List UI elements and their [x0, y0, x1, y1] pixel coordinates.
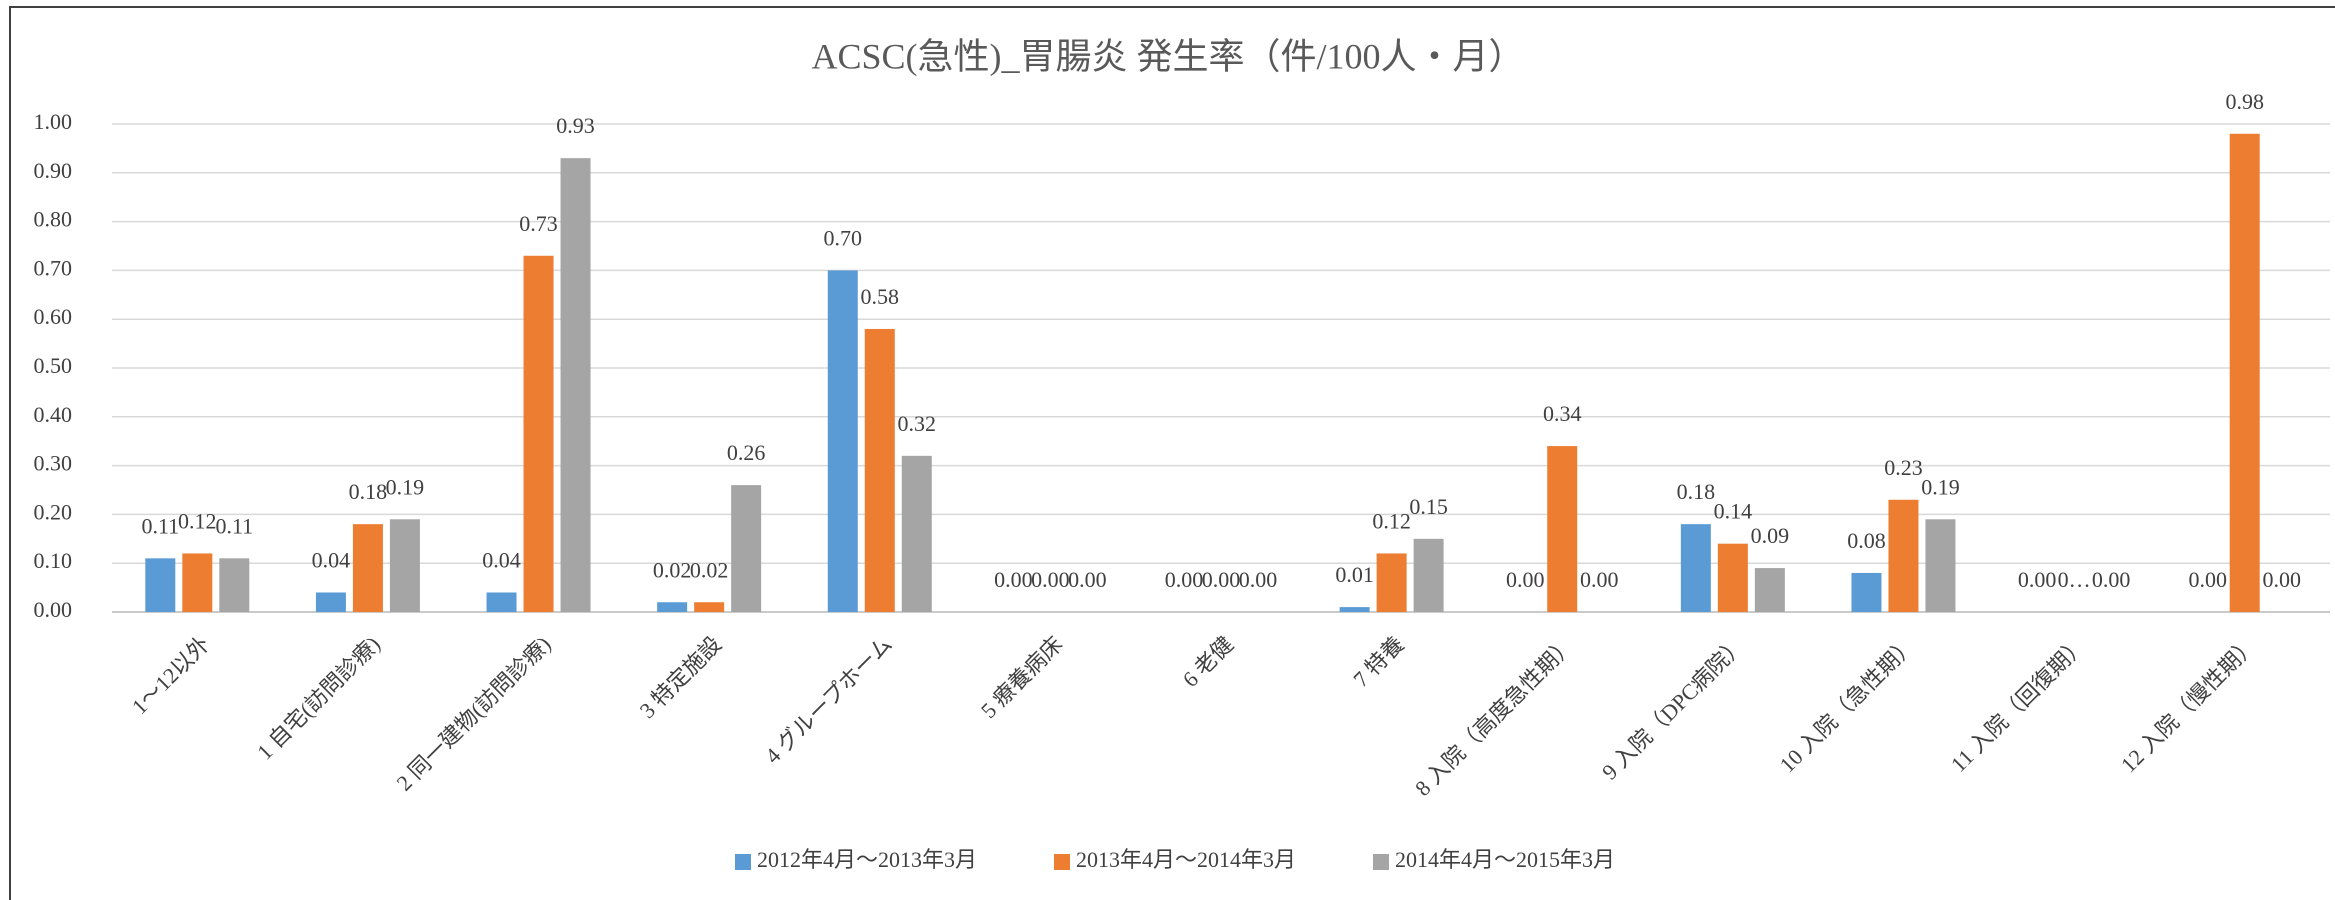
legend-label: 2013年4月～2014年3月 [1076, 847, 1296, 872]
chart-title: ACSC(急性)_胃腸炎 発生率（件/100人・月） [811, 36, 1524, 76]
bar [1717, 543, 1748, 612]
bar [2229, 133, 2260, 612]
data-label: 0.70 [824, 225, 863, 250]
data-label: 0.00 [1068, 567, 1107, 592]
x-tick-label: 3 特定施設 [635, 631, 727, 723]
data-label: 0.34 [1543, 401, 1582, 426]
y-tick-label: 0.60 [34, 304, 73, 329]
x-tick-label: 12 入院（慢性期） [2116, 631, 2262, 777]
data-label: 0.18 [349, 479, 388, 504]
x-tick-label: 4 グループホーム [760, 631, 897, 768]
data-label: 0.08 [1847, 528, 1886, 553]
data-label: 0.02 [653, 557, 692, 582]
bar [731, 485, 762, 612]
bar [1376, 553, 1407, 612]
bar [315, 592, 346, 612]
x-tick-label: 7 特養 [1348, 631, 1408, 691]
y-tick-label: 0.10 [34, 548, 73, 573]
data-label: 0.00 [1580, 567, 1619, 592]
data-label: 0.93 [556, 113, 595, 138]
data-label: 0.18 [1677, 479, 1716, 504]
data-label: 0.01 [1335, 562, 1374, 587]
bar [827, 270, 858, 612]
y-tick-label: 0.00 [34, 597, 73, 622]
data-label: 0.04 [482, 548, 521, 573]
bar [1888, 499, 1919, 612]
bar [864, 328, 895, 612]
bar [182, 553, 213, 612]
x-tick-label: 11 入院（回復期） [1946, 631, 2091, 776]
data-label: 0.32 [898, 411, 937, 436]
y-tick-label: 0.90 [34, 158, 73, 183]
data-label: 0.00 [1239, 567, 1278, 592]
y-tick-label: 0.30 [34, 451, 73, 476]
data-label: 0.19 [386, 474, 425, 499]
data-label: 0.04 [312, 548, 351, 573]
x-tick-label: 6 老健 [1178, 631, 1238, 691]
data-label: 0.00 [2188, 567, 2227, 592]
legend-swatch [1373, 854, 1389, 870]
data-label: 0.00 [2018, 567, 2057, 592]
data-label: 0… [2058, 567, 2091, 592]
x-tick-label: 5 療養病床 [976, 631, 1068, 723]
data-label: 0.00 [994, 567, 1033, 592]
data-label: 0.02 [690, 557, 729, 582]
data-label: 0.98 [2225, 89, 2264, 114]
bar [1680, 524, 1711, 612]
data-label: 0.73 [519, 211, 558, 236]
data-label: 0.00 [2262, 567, 2301, 592]
data-label: 0.58 [861, 284, 900, 309]
bar [694, 602, 725, 612]
bar [560, 158, 591, 612]
data-label: 0.11 [141, 513, 179, 538]
x-tick-label: 1 自宅(訪問診療) [252, 631, 385, 764]
data-label: 0.00 [1506, 567, 1545, 592]
data-label: 0.15 [1409, 494, 1448, 519]
y-tick-label: 0.80 [34, 207, 73, 232]
data-label: 0.00 [1202, 567, 1241, 592]
data-label: 0.09 [1751, 523, 1790, 548]
y-tick-label: 0.70 [34, 255, 73, 280]
x-tick-label: 1～12以外 [127, 631, 215, 719]
x-tick-label: 2 同一建物(訪問診療) [391, 631, 555, 795]
legend-label: 2014年4月～2015年3月 [1395, 847, 1615, 872]
data-label: 0.00 [1165, 567, 1204, 592]
data-label: 0.23 [1884, 455, 1923, 480]
y-tick-label: 1.00 [34, 109, 73, 134]
data-label: 0.12 [178, 508, 217, 533]
bar [657, 602, 688, 612]
bar [389, 519, 420, 612]
bar [1413, 538, 1444, 612]
legend-swatch [735, 854, 751, 870]
bar [901, 455, 932, 612]
data-label: 0.12 [1372, 508, 1411, 533]
bar [1754, 568, 1785, 612]
data-label: 0.00 [2092, 567, 2131, 592]
bar [1339, 607, 1370, 612]
y-tick-label: 0.20 [34, 499, 73, 524]
legend-label: 2012年4月～2013年3月 [757, 847, 977, 872]
data-label: 0.11 [215, 513, 253, 538]
x-tick-label: 8 入院（高度急性期） [1410, 631, 1579, 800]
y-tick-label: 0.50 [34, 353, 73, 378]
bar [145, 558, 176, 612]
x-tick-label: 9 入院（DPC病院） [1597, 631, 1750, 784]
bar [523, 255, 554, 612]
bar [1851, 572, 1882, 612]
data-label: 0.26 [727, 440, 766, 465]
data-label: 0.14 [1714, 499, 1753, 524]
legend-swatch [1054, 854, 1070, 870]
bar [352, 524, 383, 612]
data-label: 0.19 [1921, 474, 1960, 499]
y-tick-label: 0.40 [34, 402, 73, 427]
bar [1547, 446, 1578, 612]
bar [486, 592, 517, 612]
bar [1925, 519, 1956, 612]
x-tick-label: 10 入院（急性期） [1775, 631, 1921, 777]
chart-border [9, 6, 2335, 900]
data-label: 0.00 [1031, 567, 1070, 592]
bar [219, 558, 250, 612]
